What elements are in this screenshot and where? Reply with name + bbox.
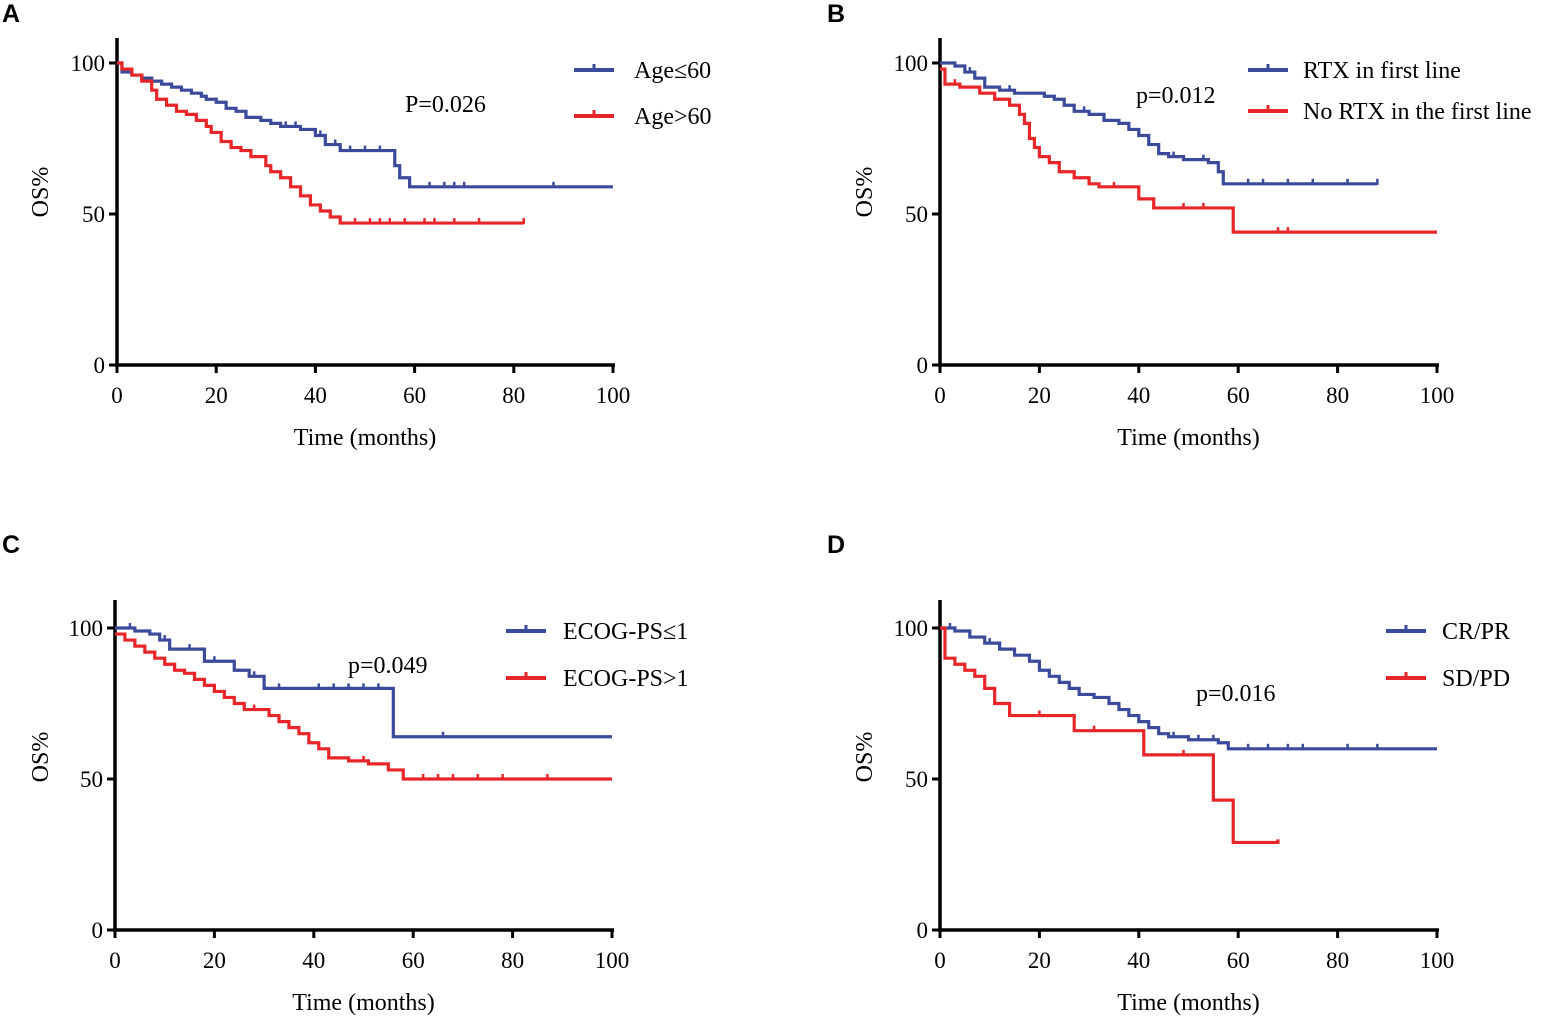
panel-c: C 0 20 40 60 80 100 0 50 100 Time (months) OS% p=0.0… [2, 531, 689, 1016]
x-tick-label: 60 [1227, 383, 1250, 408]
y-tick-label: 0 [92, 918, 104, 943]
panel-b: B 0 20 40 60 80 100 0 50 100 Time (months) OS% p=0.0… [827, 0, 1532, 451]
x-tick-label: 0 [934, 948, 946, 973]
y-axis-title: OS% [28, 167, 54, 218]
x-tick-label: 60 [403, 383, 426, 408]
y-axis-title: OS% [852, 732, 878, 783]
x-tick-label: 80 [1326, 948, 1349, 973]
legend-label: Age≤60 [634, 58, 711, 84]
legend-label: No RTX in the first line [1303, 99, 1532, 125]
y-tick-label: 50 [905, 202, 928, 227]
x-tick-label: 100 [1420, 383, 1455, 408]
series-line-b [940, 626, 1280, 845]
y-tick-label: 50 [80, 767, 103, 792]
series-line-b [940, 67, 1437, 234]
legend-label: ECOG-PS>1 [563, 666, 689, 692]
x-tick-label: 40 [1127, 383, 1150, 408]
x-tick-label: 100 [1420, 948, 1455, 973]
panel-letter: B [827, 0, 845, 28]
legend-label: ECOG-PS≤1 [563, 619, 688, 645]
y-tick-label: 0 [917, 353, 929, 378]
x-tick-label: 40 [304, 383, 327, 408]
x-tick-label: 20 [205, 383, 228, 408]
panel-a: A 0 20 40 60 80 100 0 50 100 Time (months) OS% P=0.0… [2, 0, 712, 451]
panel-letter: D [827, 531, 845, 559]
panel-d: D 0 20 40 60 80 100 0 50 100 Time (months) OS% p=0.0… [827, 531, 1510, 1016]
x-tick-label: 80 [1326, 383, 1349, 408]
x-axis-title: Time (months) [1117, 990, 1259, 1016]
x-tick-label: 20 [1028, 383, 1051, 408]
x-tick-label: 20 [1028, 948, 1051, 973]
series-line-a [940, 626, 1437, 751]
x-tick-label: 40 [302, 948, 325, 973]
x-tick-label: 0 [111, 383, 123, 408]
x-tick-label: 0 [109, 948, 121, 973]
x-tick-label: 0 [934, 383, 946, 408]
x-tick-label: 100 [596, 383, 631, 408]
y-tick-label: 0 [917, 918, 929, 943]
x-tick-label: 40 [1127, 948, 1150, 973]
x-tick-label: 60 [1227, 948, 1250, 973]
y-tick-label: 50 [82, 202, 105, 227]
y-tick-label: 50 [905, 767, 928, 792]
series-line-b [115, 632, 612, 781]
series-line-a [940, 61, 1378, 186]
y-axis-title: OS% [852, 167, 878, 218]
legend-label: Age>60 [634, 104, 712, 130]
x-axis-title: Time (months) [294, 425, 436, 451]
y-tick-label: 100 [894, 51, 929, 76]
x-tick-label: 20 [203, 948, 226, 973]
p-value-annotation: p=0.016 [1196, 681, 1276, 707]
series-line-b [117, 61, 524, 225]
y-axis-title: OS% [28, 732, 54, 783]
series-line-a [117, 61, 613, 189]
panel-letter: C [2, 531, 20, 559]
x-axis-title: Time (months) [1117, 425, 1259, 451]
p-value-annotation: P=0.026 [405, 92, 486, 118]
y-tick-label: 100 [894, 616, 929, 641]
x-tick-label: 100 [595, 948, 630, 973]
legend-label: RTX in first line [1303, 58, 1461, 84]
p-value-annotation: p=0.012 [1136, 83, 1216, 109]
y-tick-label: 100 [71, 51, 106, 76]
panel-letter: A [2, 0, 20, 28]
x-axis-title: Time (months) [292, 990, 434, 1016]
series-line-a [115, 626, 612, 739]
x-tick-label: 80 [501, 948, 524, 973]
x-tick-label: 80 [502, 383, 525, 408]
x-tick-label: 60 [402, 948, 425, 973]
legend-label: CR/PR [1442, 619, 1510, 645]
y-tick-label: 100 [69, 616, 104, 641]
y-tick-label: 0 [94, 353, 106, 378]
legend-label: SD/PD [1442, 666, 1510, 692]
p-value-annotation: p=0.049 [348, 653, 428, 679]
